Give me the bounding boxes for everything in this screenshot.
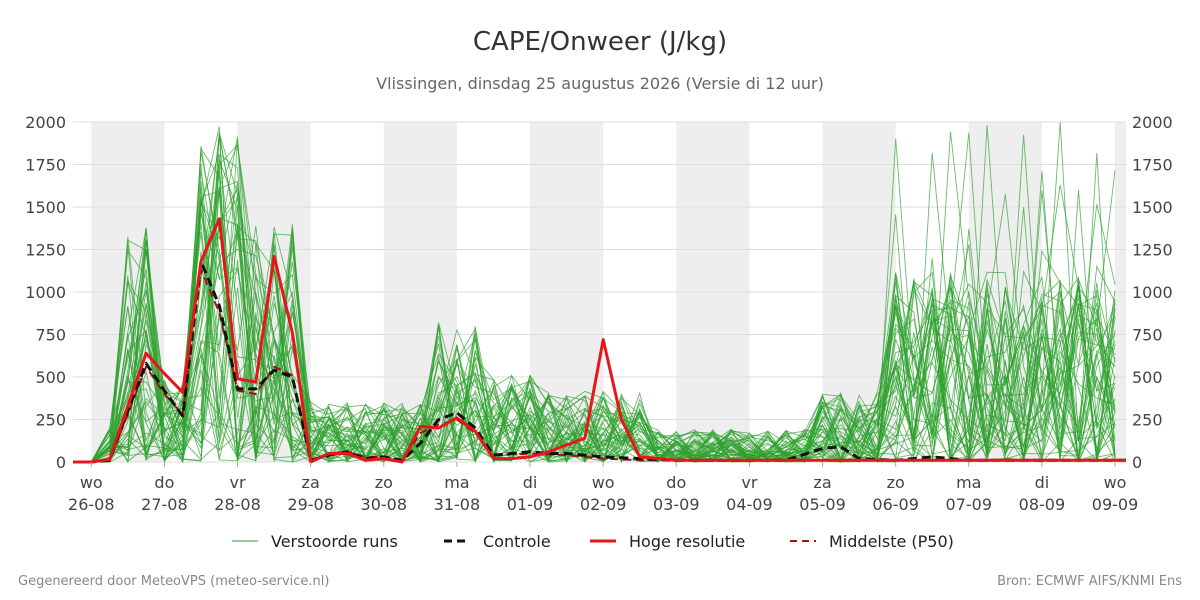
ensemble-member-50 <box>73 189 1116 464</box>
ensemble-member-48 <box>73 244 1116 464</box>
y-tick-left-1750: 1750 <box>25 156 66 175</box>
x-tick-date-05-09: 05-09 <box>799 495 846 514</box>
x-tick-day-04-09: vr <box>741 473 757 492</box>
y-tick-right-2000: 2000 <box>1132 113 1173 132</box>
ensemble-member-37 <box>73 268 1116 464</box>
y-tick-left-1500: 1500 <box>25 198 66 217</box>
ensemble-member-21 <box>73 143 1116 464</box>
footer-source: Bron: ECMWF AIFS/KNMI Ens <box>997 574 1182 589</box>
x-tick-day-26-08: wo <box>80 473 103 492</box>
ensemble-member-18 <box>73 227 1116 464</box>
x-tick-date-31-08: 31-08 <box>434 495 481 514</box>
y-tick-right-750: 750 <box>1132 326 1163 345</box>
x-tick-date-26-08: 26-08 <box>68 495 115 514</box>
y-tick-right-1250: 1250 <box>1132 241 1173 260</box>
x-tick-date-29-08: 29-08 <box>287 495 334 514</box>
x-tick-day-01-09: di <box>523 473 538 492</box>
x-tick-date-04-09: 04-09 <box>726 495 773 514</box>
y-tick-left-1250: 1250 <box>25 241 66 260</box>
y-tick-right-250: 250 <box>1132 411 1163 430</box>
legend: Verstoorde runs Controle Hoge resolutie … <box>232 532 954 551</box>
x-tick-date-09-09: 09-09 <box>1092 495 1139 514</box>
legend-label-control: Controle <box>483 532 551 551</box>
ensemble-member-49 <box>73 164 1116 464</box>
y-tick-left-1000: 1000 <box>25 283 66 302</box>
y-tick-left-750: 750 <box>35 326 66 345</box>
main-series <box>73 217 1126 464</box>
x-tick-day-05-09: za <box>813 473 831 492</box>
x-tick-day-02-09: wo <box>592 473 615 492</box>
x-tick-date-07-09: 07-09 <box>946 495 993 514</box>
x-tick-day-09-09: wo <box>1104 473 1127 492</box>
x-tick-date-08-09: 08-09 <box>1019 495 1066 514</box>
y-tick-right-500: 500 <box>1132 368 1163 387</box>
x-tick-day-27-08: do <box>154 473 174 492</box>
legend-label-ensemble: Verstoorde runs <box>271 532 398 551</box>
footer-generated: Gegenereerd door MeteoVPS (meteo-service… <box>18 574 329 589</box>
ensemble-member-45 <box>73 122 1116 463</box>
y-tick-right-1750: 1750 <box>1132 156 1173 175</box>
legend-label-high-res: Hoge resolutie <box>629 532 745 551</box>
chart-subtitle: Vlissingen, dinsdag 25 augustus 2026 (Ve… <box>376 74 824 93</box>
ensemble-member-19 <box>73 227 1116 464</box>
chart-title: CAPE/Onweer (J/kg) <box>473 27 727 57</box>
y-tick-right-1500: 1500 <box>1132 198 1173 217</box>
x-tick-day-28-08: vr <box>230 473 246 492</box>
x-tick-date-02-09: 02-09 <box>580 495 627 514</box>
ensemble-member-31 <box>73 171 1116 463</box>
ensemble-member-47 <box>73 152 1116 463</box>
ensemble-member-46 <box>73 190 1116 463</box>
legend-label-median: Middelste (P50) <box>829 532 954 551</box>
ensemble-member-13 <box>73 224 1116 463</box>
y-tick-right-1000: 1000 <box>1132 283 1173 302</box>
series-hoge-resolutie <box>73 217 1126 464</box>
y-tick-left-500: 500 <box>35 368 66 387</box>
y-tick-right-0: 0 <box>1132 453 1142 472</box>
y-tick-left-2000: 2000 <box>25 113 66 132</box>
x-tick-day-31-08: ma <box>444 473 469 492</box>
x-tick-day-03-09: do <box>666 473 686 492</box>
axis-labels: 0 0 250 250 500 500 750 750 1000 1000 1250 1250 1500… <box>25 113 1172 514</box>
x-tick-date-01-09: 01-09 <box>507 495 554 514</box>
x-tick-date-30-08: 30-08 <box>361 495 408 514</box>
x-tick-day-30-08: zo <box>375 473 393 492</box>
x-tick-day-06-09: zo <box>887 473 905 492</box>
x-tick-day-07-09: ma <box>956 473 981 492</box>
ensemble-lines <box>73 122 1116 464</box>
x-tick-date-06-09: 06-09 <box>872 495 919 514</box>
ensemble-member-39 <box>73 126 1116 464</box>
x-tick-day-29-08: za <box>302 473 320 492</box>
y-tick-left-0: 0 <box>56 453 66 472</box>
x-tick-day-08-09: di <box>1035 473 1050 492</box>
x-tick-date-27-08: 27-08 <box>141 495 188 514</box>
x-tick-date-28-08: 28-08 <box>214 495 261 514</box>
x-tick-date-03-09: 03-09 <box>653 495 700 514</box>
ensemble-member-24 <box>73 152 1116 463</box>
ensemble-member-43 <box>73 162 1116 463</box>
y-tick-left-250: 250 <box>35 411 66 430</box>
